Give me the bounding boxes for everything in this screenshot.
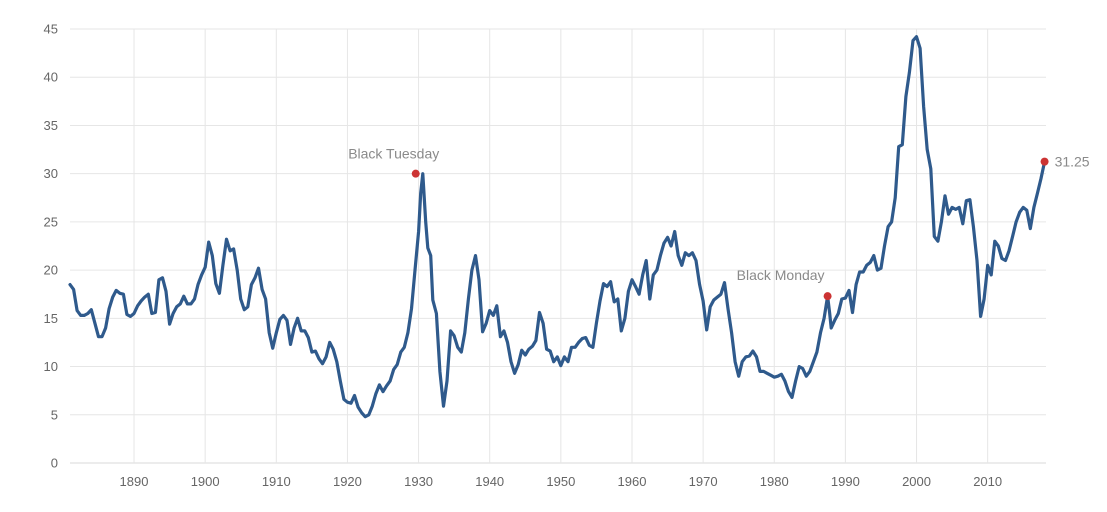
y-tick-label: 0 — [51, 456, 58, 471]
x-tick-label: 1970 — [689, 474, 718, 489]
x-tick-label: 1930 — [404, 474, 433, 489]
x-axis: 1890 1900 1910 1920 1930 1940 1950 1960 1970 1980… — [120, 474, 1003, 489]
x-tick-label: 1890 — [120, 474, 149, 489]
marker-layer: Black Tuesday Black Monday 31.25 — [348, 146, 1090, 301]
x-tick-label: 1950 — [546, 474, 575, 489]
y-tick-label: 40 — [44, 70, 58, 85]
event-marker — [1040, 157, 1049, 166]
y-tick-label: 35 — [44, 118, 58, 133]
x-tick-label: 1940 — [475, 474, 504, 489]
y-axis: 0 5 10 15 20 25 30 35 40 45 — [44, 22, 58, 471]
event-annotation-label: 31.25 — [1055, 154, 1090, 170]
x-tick-label: 1990 — [831, 474, 860, 489]
grid-layer — [70, 28, 1046, 464]
x-tick-label: 1960 — [618, 474, 647, 489]
y-tick-label: 20 — [44, 263, 58, 278]
event-marker — [823, 292, 832, 301]
event-annotation-label: Black Monday — [737, 267, 825, 283]
cape-ratio-line — [68, 35, 1047, 419]
y-tick-label: 30 — [44, 166, 58, 181]
x-tick-label: 1920 — [333, 474, 362, 489]
x-tick-label: 2010 — [973, 474, 1002, 489]
y-tick-label: 15 — [44, 311, 58, 326]
y-tick-label: 25 — [44, 214, 58, 229]
event-annotation-label: Black Tuesday — [348, 146, 439, 162]
x-tick-label: 1910 — [262, 474, 291, 489]
series-layer — [68, 35, 1047, 419]
x-tick-label: 2000 — [902, 474, 931, 489]
y-tick-label: 5 — [51, 407, 58, 422]
y-tick-label: 10 — [44, 359, 58, 374]
y-tick-label: 45 — [44, 22, 58, 37]
x-tick-label: 1980 — [760, 474, 789, 489]
event-marker — [411, 169, 420, 178]
x-tick-label: 1900 — [191, 474, 220, 489]
